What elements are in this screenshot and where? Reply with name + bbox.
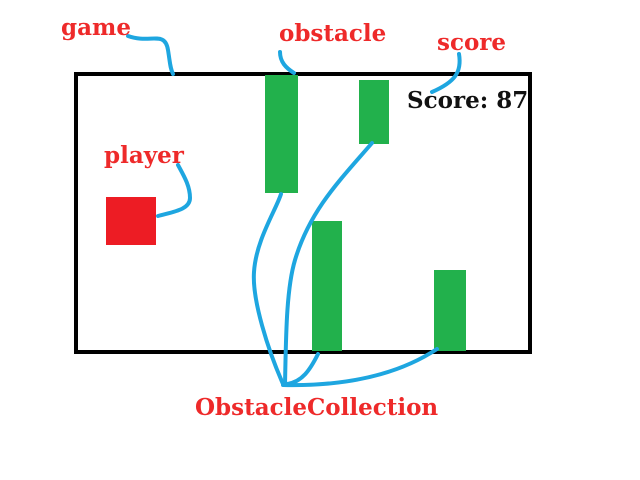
connector-game <box>126 34 175 76</box>
connector-collection-obstacle-bottom <box>285 352 320 386</box>
obstacle-tall-top <box>265 75 298 193</box>
label-obstacle: obstacle <box>279 20 386 47</box>
label-score: score <box>437 29 506 56</box>
label-obstacle-collection: ObstacleCollection <box>195 394 438 421</box>
label-game: game <box>61 14 131 41</box>
connector-collection-obstacle-short <box>283 141 374 386</box>
connector-player <box>156 163 192 218</box>
connector-collection-obstacle-right <box>281 347 439 388</box>
obstacle-short-top <box>359 80 389 144</box>
connector-obstacle <box>278 50 296 75</box>
connector-lines <box>126 34 462 388</box>
connector-collection-obstacle-tall <box>251 192 285 386</box>
obstacle-bottom-middle <box>312 221 342 351</box>
obstacle-bottom-right <box>434 270 466 351</box>
score-display: Score: 87 <box>407 87 528 114</box>
label-player: player <box>104 142 185 169</box>
player-block <box>106 197 156 245</box>
connector-score <box>430 52 462 94</box>
